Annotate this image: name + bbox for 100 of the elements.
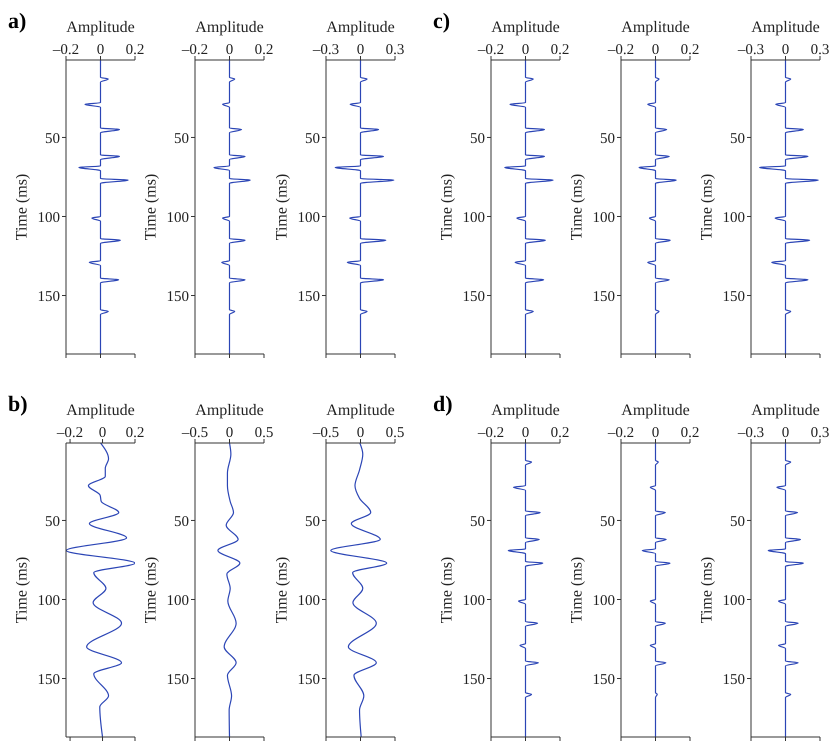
x-axis-title: Amplitude	[751, 19, 820, 36]
y-tick-label: 100	[166, 592, 189, 609]
x-tick-label: 0.3	[386, 42, 404, 58]
y-tick-label: 50	[174, 130, 189, 147]
x-tick-label: 0	[98, 425, 106, 441]
x-tick-label: 0	[652, 425, 660, 441]
y-axis-title: Time (ms)	[14, 174, 31, 240]
y-axis-title: Time (ms)	[568, 174, 586, 240]
y-tick-label: 100	[462, 210, 485, 226]
x-tick-label: 0	[522, 425, 530, 441]
y-tick-label: 100	[592, 592, 615, 609]
x-tick-label: 0	[96, 42, 104, 58]
x-axis-title: Amplitude	[491, 402, 560, 419]
x-axis-title: Amplitude	[66, 402, 135, 419]
y-tick-label: 100	[298, 592, 320, 609]
x-axis-title: Amplitude	[326, 19, 395, 36]
x-tick-label: 0	[356, 42, 364, 58]
x-tick-label: 0	[652, 42, 660, 58]
x-axis-title: Amplitude	[621, 19, 690, 36]
x-axis-title: Amplitude	[621, 402, 690, 419]
y-tick-label: 150	[722, 672, 745, 688]
y-tick-label: 100	[592, 210, 615, 226]
y-tick-label: 150	[38, 288, 60, 305]
y-axis-title: Time (ms)	[438, 174, 456, 240]
y-tick-label: 150	[722, 288, 745, 305]
y-tick-label: 50	[470, 514, 485, 530]
y-tick-label: 150	[462, 288, 485, 305]
y-axis-title: Time (ms)	[142, 556, 160, 624]
text: a)	[8, 8, 26, 34]
y-tick-label: 100	[722, 210, 745, 226]
y-tick-label: 50	[45, 130, 60, 147]
y-tick-label: 100	[462, 592, 485, 609]
y-tick-label: 150	[298, 672, 320, 688]
x-tick-label: 0.2	[550, 42, 570, 58]
y-axis-title: Time (ms)	[698, 174, 716, 240]
y-tick-label: 50	[305, 514, 320, 530]
y-tick-label: 100	[38, 210, 60, 226]
x-axis-title: Amplitude	[66, 19, 135, 36]
y-axis-title: Time (ms)	[438, 556, 456, 624]
y-tick-label: 150	[462, 672, 485, 688]
x-tick-label: –0.3	[736, 425, 764, 441]
x-tick-label: –0.2	[180, 42, 208, 58]
x-tick-label: 0	[782, 42, 790, 58]
y-tick-label: 150	[166, 288, 189, 305]
x-tick-label: –0.2	[476, 425, 504, 441]
y-tick-label: 150	[166, 672, 189, 688]
x-tick-label: 0.3	[810, 425, 830, 441]
x-axis-title: Amplitude	[195, 402, 264, 419]
x-tick-label: 0	[522, 42, 530, 58]
y-tick-label: 50	[730, 130, 745, 147]
x-tick-label: 0	[782, 425, 790, 441]
x-tick-label: 0.2	[254, 42, 274, 58]
x-tick-label: 0	[356, 425, 364, 441]
y-tick-label: 150	[592, 288, 615, 305]
x-tick-label: –0.2	[56, 425, 84, 441]
y-axis-title: Time (ms)	[568, 556, 586, 624]
x-tick-label: 0	[226, 425, 234, 441]
y-tick-label: 50	[600, 130, 615, 147]
text: b)	[8, 391, 28, 417]
y-tick-label: 50	[45, 514, 60, 530]
y-axis-title: Time (ms)	[14, 556, 31, 624]
x-tick-label: 0.2	[550, 425, 570, 441]
y-axis-title: Time (ms)	[274, 556, 291, 624]
x-tick-label: –0.2	[476, 42, 504, 58]
y-tick-label: 50	[730, 514, 745, 530]
y-axis-title: Time (ms)	[142, 174, 160, 240]
x-tick-label: –0.5	[180, 425, 208, 441]
text: d)	[433, 391, 453, 417]
x-tick-label: –0.2	[606, 425, 634, 441]
y-tick-label: 100	[722, 592, 745, 609]
y-tick-label: 50	[470, 130, 485, 147]
x-tick-label: 0	[226, 42, 234, 58]
x-tick-label: –0.3	[736, 42, 764, 58]
x-tick-label: 0.2	[680, 42, 700, 58]
y-tick-label: 50	[305, 130, 320, 147]
x-axis-title: Amplitude	[491, 19, 560, 36]
x-tick-label: 0.2	[126, 425, 144, 441]
x-axis-title: Amplitude	[195, 19, 264, 36]
x-axis-title: Amplitude	[751, 402, 820, 419]
x-tick-label: 0.5	[254, 425, 274, 441]
x-tick-label: –0.2	[52, 42, 80, 58]
x-tick-label: –0.5	[312, 425, 340, 441]
y-tick-label: 150	[592, 672, 615, 688]
x-tick-label: –0.2	[606, 42, 634, 58]
y-tick-label: 100	[38, 592, 60, 609]
y-axis-title: Time (ms)	[274, 174, 291, 240]
y-tick-label: 100	[166, 210, 189, 226]
x-tick-label: 0.2	[680, 425, 700, 441]
x-tick-label: 0.3	[810, 42, 830, 58]
y-tick-label: 150	[298, 288, 320, 305]
x-axis-title: Amplitude	[326, 402, 395, 419]
text: c)	[433, 8, 450, 34]
y-tick-label: 100	[298, 210, 320, 226]
x-tick-label: 0.2	[126, 42, 144, 58]
y-axis-title: Time (ms)	[698, 556, 716, 624]
y-tick-label: 50	[174, 514, 189, 530]
x-tick-label: 0.5	[386, 425, 404, 441]
y-tick-label: 50	[600, 514, 615, 530]
x-tick-label: –0.3	[312, 42, 340, 58]
y-tick-label: 150	[38, 672, 60, 688]
